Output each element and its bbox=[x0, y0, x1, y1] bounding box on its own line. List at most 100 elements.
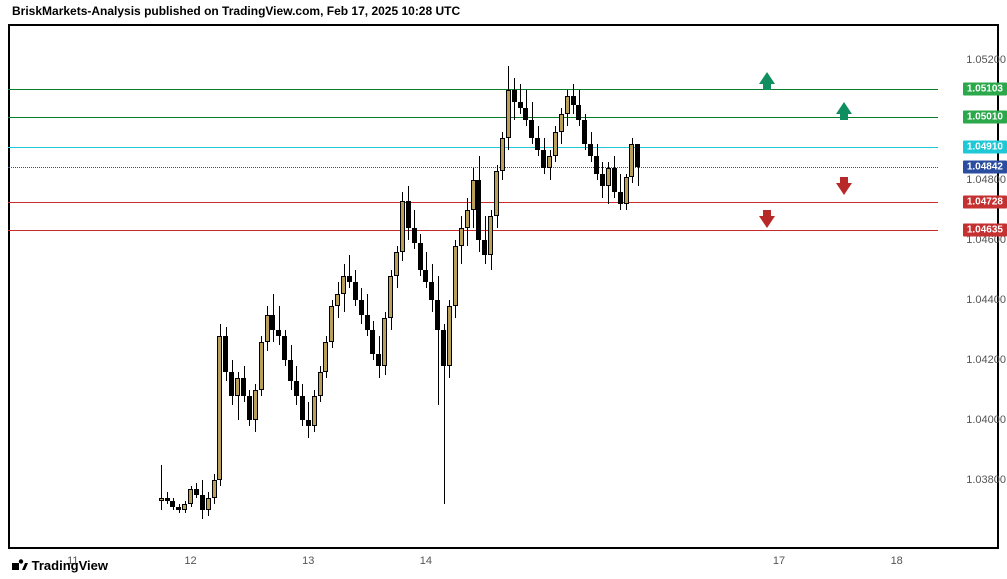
candle-body bbox=[523, 108, 528, 120]
y-axis-tick: 1.05200 bbox=[966, 54, 1006, 66]
arrow-down-icon bbox=[836, 183, 852, 195]
candle-wick bbox=[349, 255, 350, 288]
candle-body bbox=[506, 90, 511, 138]
candle-body bbox=[400, 201, 405, 252]
candle-body bbox=[459, 228, 464, 246]
candle-body bbox=[518, 102, 523, 108]
y-axis-tick: 1.04800 bbox=[966, 174, 1006, 186]
candle-body bbox=[318, 372, 323, 396]
candle-body bbox=[300, 396, 305, 420]
candle-body bbox=[582, 120, 587, 144]
horizontal-level-line bbox=[8, 147, 938, 148]
candle-body bbox=[206, 498, 211, 510]
x-axis-tick: 17 bbox=[773, 555, 785, 567]
y-axis-tick: 1.04200 bbox=[966, 354, 1006, 366]
candle-body bbox=[600, 174, 605, 186]
candle-body bbox=[629, 144, 634, 177]
candle-body bbox=[412, 228, 417, 243]
horizontal-level-line bbox=[8, 230, 938, 231]
candle-body bbox=[229, 372, 234, 396]
candle-body bbox=[306, 420, 311, 426]
candle-body bbox=[618, 192, 623, 204]
candle-body bbox=[488, 216, 493, 255]
price-level-label: 1.05010 bbox=[963, 111, 1007, 124]
candle-body bbox=[165, 498, 170, 501]
candle-body bbox=[559, 114, 564, 132]
candle-body bbox=[329, 306, 334, 342]
candle-body bbox=[612, 168, 617, 192]
candle-body bbox=[547, 156, 552, 168]
price-level-label: 1.04635 bbox=[963, 223, 1007, 236]
tradingview-logo-icon bbox=[12, 559, 28, 574]
candle-body bbox=[576, 105, 581, 120]
candle-body bbox=[571, 96, 576, 105]
candle-body bbox=[535, 138, 540, 150]
candle-body bbox=[624, 177, 629, 204]
arrow-up-icon bbox=[836, 102, 852, 114]
arrow-up-icon bbox=[759, 72, 775, 84]
candle-body bbox=[588, 144, 593, 156]
candle-body bbox=[212, 480, 217, 498]
price-level-label: 1.04728 bbox=[963, 195, 1007, 208]
candle-body bbox=[565, 96, 570, 114]
candle-body bbox=[282, 336, 287, 360]
candle-body bbox=[476, 180, 481, 240]
candle-body bbox=[388, 276, 393, 318]
candle-body bbox=[335, 294, 340, 306]
candle-body bbox=[270, 315, 275, 330]
candle-body bbox=[453, 246, 458, 306]
candle-body bbox=[482, 240, 487, 255]
candle-body bbox=[512, 90, 517, 102]
footer: TradingView bbox=[12, 558, 108, 574]
footer-text: TradingView bbox=[32, 558, 108, 573]
chart-container: BriskMarkets-Analysis published on Tradi… bbox=[0, 0, 1007, 579]
candle-body bbox=[294, 381, 299, 396]
candle-body bbox=[265, 315, 270, 342]
chart-area[interactable]: 1.038001.040001.042001.044001.046001.048… bbox=[8, 24, 938, 549]
candle-body bbox=[435, 300, 440, 330]
x-axis-tick: 13 bbox=[302, 555, 314, 567]
candle-body bbox=[276, 330, 281, 336]
candle-body bbox=[441, 330, 446, 366]
candle-body bbox=[312, 396, 317, 426]
price-level-label: 1.04842 bbox=[963, 161, 1007, 174]
candle-body bbox=[170, 501, 175, 507]
candle-body bbox=[365, 315, 370, 330]
candle-body bbox=[200, 495, 205, 510]
horizontal-level-line bbox=[8, 89, 938, 90]
price-level-label: 1.04910 bbox=[963, 141, 1007, 154]
candle-body bbox=[159, 498, 164, 501]
candle-body bbox=[359, 300, 364, 315]
price-level-label: 1.05103 bbox=[963, 83, 1007, 96]
candle-body bbox=[418, 243, 423, 270]
candle-body bbox=[606, 168, 611, 186]
candle-wick bbox=[520, 84, 521, 114]
candle-body bbox=[429, 282, 434, 300]
candle-body bbox=[247, 396, 252, 420]
candle-wick bbox=[161, 465, 162, 510]
candle-body bbox=[217, 336, 222, 480]
candle-body bbox=[370, 330, 375, 354]
candle-body bbox=[541, 150, 546, 168]
candle-body bbox=[529, 120, 534, 138]
y-axis-tick: 1.04400 bbox=[966, 294, 1006, 306]
candle-body bbox=[188, 489, 193, 504]
candle-body bbox=[406, 201, 411, 228]
y-axis-tick: 1.04000 bbox=[966, 414, 1006, 426]
candle-body bbox=[341, 276, 346, 294]
candle-body bbox=[465, 210, 470, 228]
x-axis-tick: 12 bbox=[184, 555, 196, 567]
candle-body bbox=[635, 144, 640, 167]
candle-body bbox=[194, 489, 199, 495]
candle-body bbox=[423, 270, 428, 282]
arrow-down-icon bbox=[759, 216, 775, 228]
y-axis-tick: 1.03800 bbox=[966, 474, 1006, 486]
chart-header: BriskMarkets-Analysis published on Tradi… bbox=[12, 4, 460, 18]
candle-body bbox=[288, 360, 293, 381]
candle-body bbox=[176, 507, 181, 510]
candle-body bbox=[494, 171, 499, 216]
candle-body bbox=[394, 252, 399, 276]
candle-body bbox=[223, 336, 228, 372]
candle-body bbox=[447, 306, 452, 366]
candle-body bbox=[235, 378, 240, 396]
